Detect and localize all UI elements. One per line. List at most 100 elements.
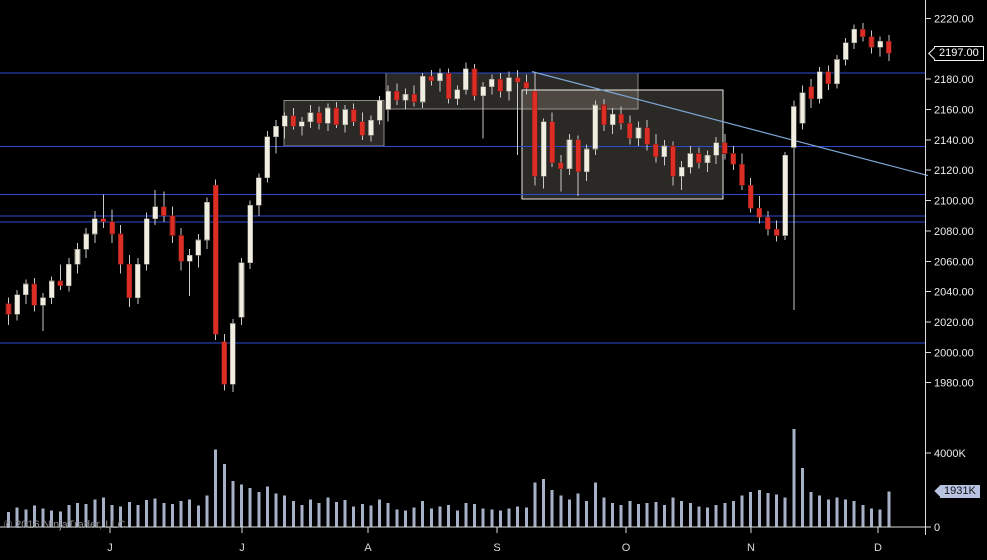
price-tick-label: 1980.00 xyxy=(934,378,974,390)
volume-bar xyxy=(654,502,658,527)
candle-up xyxy=(307,112,314,122)
volume-bar xyxy=(740,495,744,527)
volume-bar xyxy=(58,511,62,527)
candle-up xyxy=(816,71,823,100)
last-volume-marker-label: 1931K xyxy=(944,484,976,497)
volume-bar xyxy=(378,499,382,527)
candle-up xyxy=(609,113,616,126)
candle-down xyxy=(739,163,745,186)
candle-up xyxy=(635,127,642,139)
candle-up xyxy=(583,148,590,173)
candle-up xyxy=(135,264,141,299)
volume-bar xyxy=(24,509,28,527)
candle-down xyxy=(721,142,728,154)
candle-up xyxy=(661,145,668,157)
volume-bar xyxy=(76,502,80,527)
volume-bar xyxy=(878,509,882,527)
candle-up xyxy=(230,323,236,385)
volume-bar xyxy=(257,491,261,527)
volume-bar xyxy=(127,502,131,527)
month-tick-label: O xyxy=(622,542,631,554)
candle-down xyxy=(523,81,530,89)
volume-bar xyxy=(507,508,511,527)
candle-down xyxy=(5,303,12,315)
volume-bar xyxy=(792,428,796,527)
volume-bar xyxy=(429,508,433,527)
candle-up xyxy=(143,218,150,265)
candle-up xyxy=(687,153,694,168)
candle-up xyxy=(368,119,374,136)
candle-down xyxy=(825,71,832,85)
candle-up xyxy=(247,204,253,264)
candle-down xyxy=(445,72,452,100)
price-zone-rectangle-3[interactable] xyxy=(521,89,724,200)
volume-bar xyxy=(41,508,45,527)
volume-bar xyxy=(291,501,295,527)
volume-bar xyxy=(723,502,727,527)
candle-up xyxy=(22,283,29,295)
candle-up xyxy=(342,109,348,126)
price-zone-rectangle-2[interactable] xyxy=(385,72,639,110)
volume-bar xyxy=(283,495,287,527)
candle-down xyxy=(868,36,875,48)
volume-bar xyxy=(662,504,666,527)
candle-up xyxy=(419,75,426,103)
volume-bar xyxy=(309,499,313,527)
candle-down xyxy=(730,153,737,165)
volume-bar xyxy=(248,488,252,527)
volume-bar xyxy=(550,490,554,527)
candle-down xyxy=(765,216,771,230)
candle-up xyxy=(204,201,210,241)
candle-up xyxy=(402,94,409,101)
volume-bar xyxy=(870,508,873,527)
price-tick-label: 2140.00 xyxy=(934,135,974,147)
candle-down xyxy=(808,86,814,100)
candle-down xyxy=(100,218,107,223)
volume-bar xyxy=(887,491,891,527)
candle-down xyxy=(411,94,417,103)
volume-bar xyxy=(818,495,822,527)
candle-up xyxy=(834,59,840,85)
volume-bar xyxy=(731,501,735,527)
volume-bar xyxy=(205,495,209,527)
candle-up xyxy=(195,239,202,256)
candle-up xyxy=(385,91,392,110)
volume-bar xyxy=(671,497,675,527)
volume-bar xyxy=(714,504,718,527)
volume-bar xyxy=(93,499,97,527)
volume-bar xyxy=(473,503,477,527)
candle-down xyxy=(549,121,555,163)
volume-bar xyxy=(119,506,123,527)
candle-up xyxy=(299,121,305,127)
candle-up xyxy=(791,106,797,148)
last-volume-marker: 1931K xyxy=(934,484,980,498)
candle-down xyxy=(670,145,676,177)
volume-bar xyxy=(214,449,218,527)
volume-bar xyxy=(749,491,753,527)
candle-up xyxy=(186,254,193,262)
candle-down xyxy=(290,115,297,127)
volume-bar xyxy=(861,504,865,527)
volume-bar xyxy=(231,480,235,527)
month-tick-label: J xyxy=(239,542,245,554)
candle-down xyxy=(109,221,115,235)
price-tick-label: 2020.00 xyxy=(934,317,974,329)
candle-up xyxy=(264,136,271,179)
candle-down xyxy=(558,162,564,170)
descending-trendline[interactable] xyxy=(531,71,929,177)
candle-up xyxy=(678,166,685,177)
volume-bar xyxy=(334,502,338,527)
price-tick-label: 2060.00 xyxy=(934,256,974,268)
volume-bar xyxy=(7,512,10,527)
volume-bar xyxy=(585,501,589,527)
candle-up xyxy=(877,40,883,48)
volume-bar xyxy=(852,501,856,527)
volume-bar xyxy=(809,491,813,527)
volume-bar xyxy=(688,502,692,527)
candle-up xyxy=(152,206,159,220)
candle-up xyxy=(799,92,806,124)
volume-bar xyxy=(265,486,269,527)
volume-bar xyxy=(533,482,537,527)
